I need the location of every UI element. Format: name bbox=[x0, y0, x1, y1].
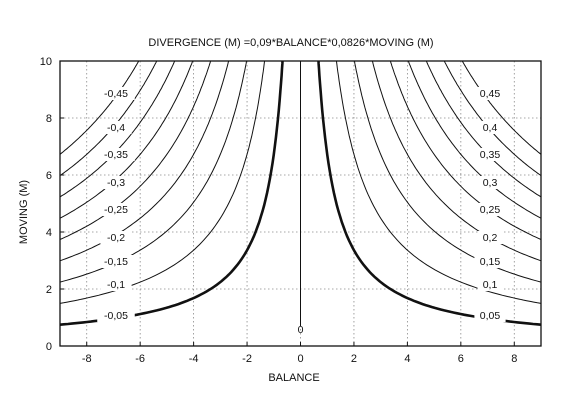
y-tick-label: 6 bbox=[46, 170, 52, 182]
y-axis-label: MOVING (M) bbox=[18, 180, 30, 244]
contour-label-bg bbox=[474, 87, 506, 100]
zero-contour-label: 0 bbox=[298, 324, 304, 336]
contour-label: -0,45 bbox=[104, 88, 128, 100]
y-tick-label: 4 bbox=[46, 227, 52, 239]
chart-title: DIVERGENCE (M) =0,09*BALANCE*0,0826*MOVI… bbox=[148, 37, 433, 49]
contour-label: -0,25 bbox=[104, 204, 128, 216]
y-tick-label: 10 bbox=[40, 56, 52, 68]
contour-label: 0,15 bbox=[480, 256, 501, 268]
contour-label-bg bbox=[477, 278, 503, 291]
contour-line bbox=[371, 60, 542, 262]
contour-label-bg bbox=[97, 87, 135, 100]
contour-label: -0,2 bbox=[107, 232, 125, 244]
y-tick-label: 2 bbox=[46, 284, 52, 296]
contour-line bbox=[443, 60, 542, 177]
contour-line bbox=[389, 60, 542, 240]
contour-label: 0,2 bbox=[483, 232, 498, 244]
contour-line bbox=[335, 60, 542, 304]
contour-label-bg bbox=[97, 148, 135, 161]
x-tick-label: 4 bbox=[404, 353, 410, 365]
x-tick-label: -2 bbox=[242, 353, 252, 365]
contour-label-bg bbox=[97, 255, 135, 268]
contour-label-bg bbox=[477, 121, 503, 134]
contour-label-bg bbox=[477, 231, 503, 244]
y-tick-label: 8 bbox=[46, 113, 52, 125]
contour-label-bg bbox=[474, 203, 506, 216]
x-axis-label: BALANCE bbox=[268, 372, 319, 384]
y-tick-label: 0 bbox=[46, 341, 52, 353]
contour-label: -0,05 bbox=[104, 310, 128, 322]
contour-label-bg bbox=[477, 176, 503, 189]
contour-line bbox=[407, 60, 542, 219]
contour-label-bg bbox=[474, 309, 506, 322]
contour-label-bg bbox=[474, 148, 506, 161]
x-tick-label: 0 bbox=[297, 353, 303, 365]
contour-line bbox=[317, 60, 542, 326]
contour-label-bg bbox=[100, 176, 132, 189]
contour-label: -0,4 bbox=[107, 122, 125, 134]
contour-label: 0,35 bbox=[480, 149, 501, 161]
contour-line bbox=[425, 60, 542, 198]
contour-label: -0,15 bbox=[104, 256, 128, 268]
contour-label-bg bbox=[100, 231, 132, 244]
contour-label-bg bbox=[100, 278, 132, 291]
contour-label: -0,1 bbox=[107, 279, 125, 291]
contour-label: 0,45 bbox=[480, 88, 501, 100]
contour-label-bg bbox=[474, 255, 506, 268]
contour-label: -0,3 bbox=[107, 177, 125, 189]
x-tick-label: 8 bbox=[511, 353, 517, 365]
contour-line bbox=[59, 60, 176, 198]
y-axis-ticks: 0 2 4 6 8 10 bbox=[40, 56, 64, 353]
contour-line bbox=[59, 60, 158, 177]
x-tick-label: -8 bbox=[82, 353, 92, 365]
x-axis-ticks: -8 -6 -4 -2 0 2 4 6 8 bbox=[82, 342, 517, 365]
contour-lines bbox=[59, 60, 542, 326]
contour-line bbox=[59, 60, 194, 219]
contour-line bbox=[59, 60, 212, 240]
contour-line bbox=[59, 60, 284, 326]
x-tick-label: 2 bbox=[351, 353, 357, 365]
contour-label-bg bbox=[100, 121, 132, 134]
contour-label: 0,4 bbox=[483, 122, 498, 134]
contour-labels: 0,05 0,1 0,15 0,2 0,25 0,3 0,35 0,4 0,45 -0,05 -0,… bbox=[97, 87, 506, 322]
x-tick-label: 6 bbox=[458, 353, 464, 365]
contour-line bbox=[59, 60, 140, 155]
contour-label: 0,05 bbox=[480, 310, 501, 322]
contour-label: 0,3 bbox=[483, 177, 498, 189]
contour-line bbox=[59, 60, 266, 304]
x-tick-label: -4 bbox=[189, 353, 199, 365]
contour-label: 0,1 bbox=[483, 279, 498, 291]
contour-label-bg bbox=[97, 309, 135, 322]
x-tick-label: -6 bbox=[135, 353, 145, 365]
contour-line bbox=[461, 60, 542, 155]
contour-label-bg bbox=[97, 203, 135, 216]
contour-line bbox=[59, 60, 230, 262]
contour-label: -0,35 bbox=[104, 149, 128, 161]
contour-label: 0,25 bbox=[480, 204, 501, 216]
